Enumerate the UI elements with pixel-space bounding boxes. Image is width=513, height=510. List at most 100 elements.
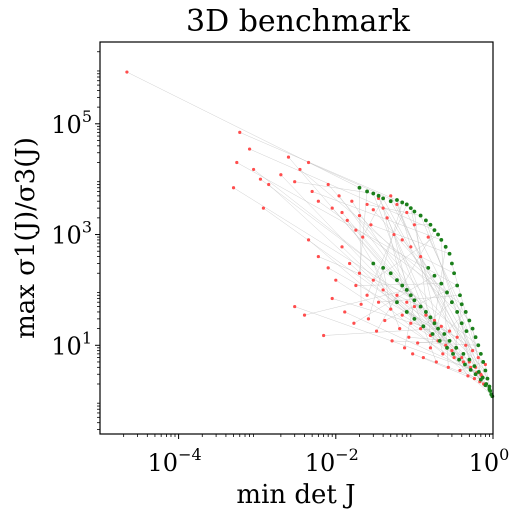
red-point — [381, 206, 385, 210]
green-point — [439, 281, 444, 286]
connector-line — [294, 181, 374, 194]
green-point — [408, 206, 413, 211]
green-point — [473, 335, 478, 340]
red-point — [293, 304, 297, 309]
x-tick-label: 10−4 — [148, 445, 202, 477]
red-point — [298, 167, 302, 172]
green-point — [376, 193, 381, 198]
connector-line — [370, 224, 450, 254]
red-point — [398, 327, 402, 331]
green-point — [412, 316, 417, 321]
red-point — [464, 343, 468, 347]
green-point — [464, 329, 469, 334]
green-point — [418, 213, 423, 218]
red-point — [306, 238, 311, 242]
red-point — [390, 339, 394, 343]
green-point — [463, 362, 467, 367]
red-point — [461, 360, 465, 364]
red-point — [395, 202, 399, 207]
red-point — [247, 147, 252, 151]
red-point — [279, 173, 283, 177]
green-point — [478, 351, 483, 356]
green-point — [437, 339, 442, 343]
connector-line — [382, 198, 484, 385]
red-point — [434, 360, 438, 364]
green-point — [439, 238, 444, 242]
red-point — [326, 266, 330, 270]
connector-line — [396, 204, 466, 365]
connector-line — [236, 162, 458, 286]
connector-line — [355, 229, 491, 392]
green-point — [488, 389, 493, 393]
red-point — [125, 70, 129, 74]
red-point — [455, 335, 459, 339]
red-point — [439, 324, 443, 328]
connector-line — [268, 184, 487, 385]
connector-line — [406, 311, 458, 338]
connector-line — [402, 239, 429, 269]
red-point — [365, 293, 369, 297]
red-point — [383, 318, 387, 323]
red-point — [409, 245, 413, 249]
red-point — [365, 202, 369, 207]
connector-line — [308, 239, 492, 395]
connector-line — [390, 273, 464, 363]
red-point — [359, 302, 363, 306]
green-point — [473, 372, 478, 377]
red-point — [330, 296, 334, 301]
green-point — [404, 288, 409, 292]
red-point — [466, 374, 470, 378]
red-point — [337, 194, 341, 198]
green-point — [400, 283, 405, 288]
red-point — [400, 313, 404, 317]
connector-line — [304, 289, 407, 316]
green-point — [461, 351, 466, 356]
green-point — [371, 261, 376, 266]
connector-line — [308, 162, 411, 209]
green-point — [442, 332, 447, 336]
green-point — [404, 202, 409, 207]
green-point — [432, 273, 437, 278]
red-point — [419, 254, 423, 259]
red-point — [409, 321, 413, 325]
red-point — [424, 313, 428, 317]
green-point — [400, 200, 405, 205]
green-point — [436, 232, 440, 237]
connector-line — [384, 285, 458, 321]
y-tick-label: 105 — [51, 107, 92, 139]
green-point — [451, 351, 455, 356]
red-point — [419, 327, 423, 331]
red-point — [446, 365, 450, 369]
red-point — [354, 283, 358, 288]
red-point — [235, 160, 239, 165]
green-point — [395, 198, 399, 202]
connector-line — [382, 289, 481, 355]
red-point — [374, 329, 379, 333]
green-point — [408, 293, 413, 298]
red-point — [400, 238, 404, 242]
connector-line — [332, 298, 424, 327]
connector-line — [420, 302, 453, 329]
connector-line — [328, 267, 445, 335]
green-point — [445, 290, 449, 295]
red-point — [258, 177, 263, 181]
red-point — [402, 346, 407, 350]
connector-line — [425, 220, 476, 368]
green-point — [454, 345, 459, 350]
green-point — [472, 364, 477, 369]
connector-line — [367, 204, 421, 216]
green-point — [450, 300, 454, 305]
green-point — [388, 199, 393, 204]
red-point — [310, 189, 314, 194]
connector-line — [382, 208, 403, 286]
connector-line — [359, 215, 458, 313]
green-point — [430, 332, 435, 336]
chart-title: 3D benchmark — [186, 4, 411, 39]
connector-line — [312, 191, 442, 241]
green-point — [483, 368, 488, 373]
green-point — [432, 228, 437, 233]
red-point — [407, 335, 411, 339]
red-point — [357, 271, 362, 275]
green-point — [459, 302, 464, 307]
connector-lines — [126, 71, 493, 397]
